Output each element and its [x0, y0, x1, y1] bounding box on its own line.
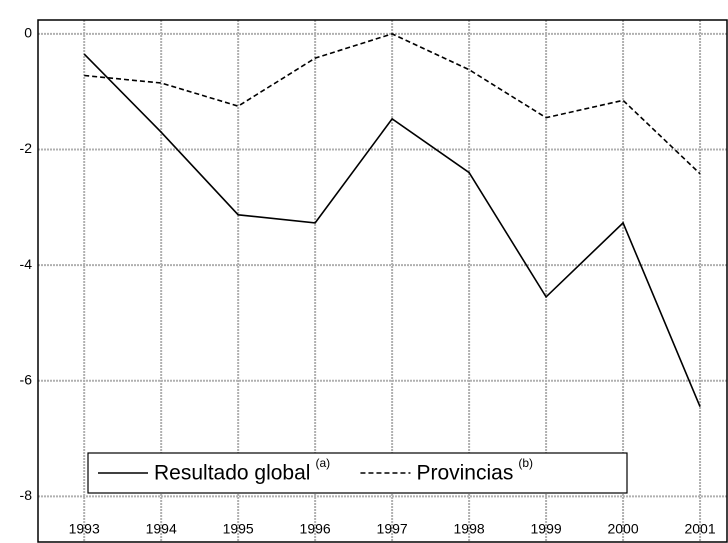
x-tick-label: 1999 [531, 521, 562, 537]
x-tick-label: 2000 [607, 521, 638, 537]
legend-label: Provincias [416, 462, 513, 485]
legend-superscript: (a) [315, 456, 330, 470]
y-tick-label: 0 [24, 25, 32, 41]
legend-label: Resultado global [154, 462, 310, 485]
y-tick-label: -6 [20, 371, 33, 387]
x-tick-label: 1995 [223, 521, 254, 537]
legend-superscript: (b) [518, 456, 533, 470]
y-tick-label: -2 [20, 140, 33, 156]
y-tick-label: -8 [20, 487, 33, 503]
plot-border [37, 19, 728, 543]
x-tick-label: 1998 [454, 521, 485, 537]
legend-box [87, 452, 628, 494]
x-tick-label: 2001 [684, 521, 715, 537]
y-tick-label: -4 [20, 256, 33, 272]
series-line [84, 33, 701, 175]
legend: Resultado global (a) Provincias (b) [87, 452, 628, 494]
x-tick-label: 1996 [300, 521, 331, 537]
series-line [83, 53, 701, 408]
x-tick-label: 1997 [377, 521, 408, 537]
x-tick-label: 1994 [146, 521, 177, 537]
x-tick-label: 1993 [69, 521, 100, 537]
